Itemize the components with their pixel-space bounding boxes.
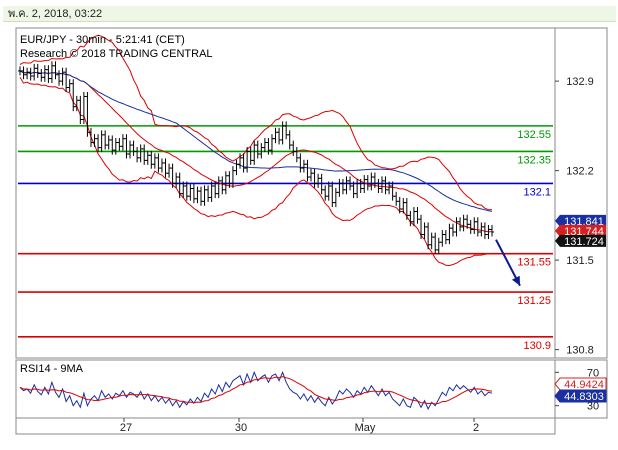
rsi-badge-label: 44.9424 bbox=[564, 379, 604, 391]
x-tick-label-2: May bbox=[355, 422, 376, 434]
bollinger-lower bbox=[19, 77, 493, 267]
y-tick-label-2: 131.5 bbox=[566, 255, 594, 267]
rsi-ma-line bbox=[19, 376, 493, 405]
rsi-badge-label: 44.8303 bbox=[564, 391, 604, 403]
rsi-badge-0: 44.9424 bbox=[554, 377, 607, 391]
price-badge-2: 131.724 bbox=[555, 234, 606, 248]
chart-title: EUR/JPY - 30min - 5:21:41 (CET) bbox=[20, 34, 185, 46]
bollinger-upper bbox=[19, 34, 493, 211]
x-tick-label-3: 2 bbox=[473, 422, 479, 434]
rsi-tick-label-1: 30 bbox=[587, 401, 599, 413]
level-label-2: 132.1 bbox=[523, 186, 551, 198]
rsi-tick-label-0: 70 bbox=[587, 367, 599, 379]
price-bar bbox=[490, 224, 494, 237]
y-tick-label-3: 130.8 bbox=[566, 345, 594, 357]
rsi-line bbox=[19, 370, 493, 411]
level-label-3: 131.55 bbox=[517, 257, 551, 269]
header-datetime: พ.ค. 2, 2018, 03:22 bbox=[3, 6, 616, 22]
price-badge-label: 131.724 bbox=[564, 236, 604, 248]
moving-average-long bbox=[19, 70, 493, 212]
level-label-5: 130.9 bbox=[523, 340, 551, 352]
y-tick-label-1: 132.2 bbox=[566, 166, 594, 178]
price-badge-shape bbox=[555, 224, 606, 237]
rsi-label: RSI14 - 9MA bbox=[20, 363, 84, 375]
forecast-arrow-head bbox=[511, 275, 520, 286]
price-axis-bg bbox=[554, 27, 608, 359]
price-panel-frame bbox=[15, 27, 556, 359]
chart-subtitle: Research © 2018 TRADING CENTRAL bbox=[20, 48, 213, 60]
rsi-panel-frame bbox=[15, 359, 556, 419]
time-axis-bg bbox=[15, 417, 556, 435]
level-label-0: 132.55 bbox=[517, 129, 551, 141]
price-badge-shape bbox=[555, 234, 606, 247]
level-label-1: 132.35 bbox=[517, 154, 551, 166]
x-tick-label-1: 30 bbox=[235, 422, 247, 434]
x-tick-label-0: 27 bbox=[120, 422, 132, 434]
rsi-badge-shape bbox=[554, 389, 607, 403]
moving-average-short bbox=[19, 70, 493, 233]
rsi-badge-shape bbox=[554, 377, 607, 391]
level-label-4: 131.25 bbox=[517, 295, 551, 307]
rsi-badge-1: 44.8303 bbox=[554, 389, 607, 403]
y-tick-label-0: 132.9 bbox=[566, 76, 594, 88]
price-badge-shape bbox=[555, 214, 606, 227]
